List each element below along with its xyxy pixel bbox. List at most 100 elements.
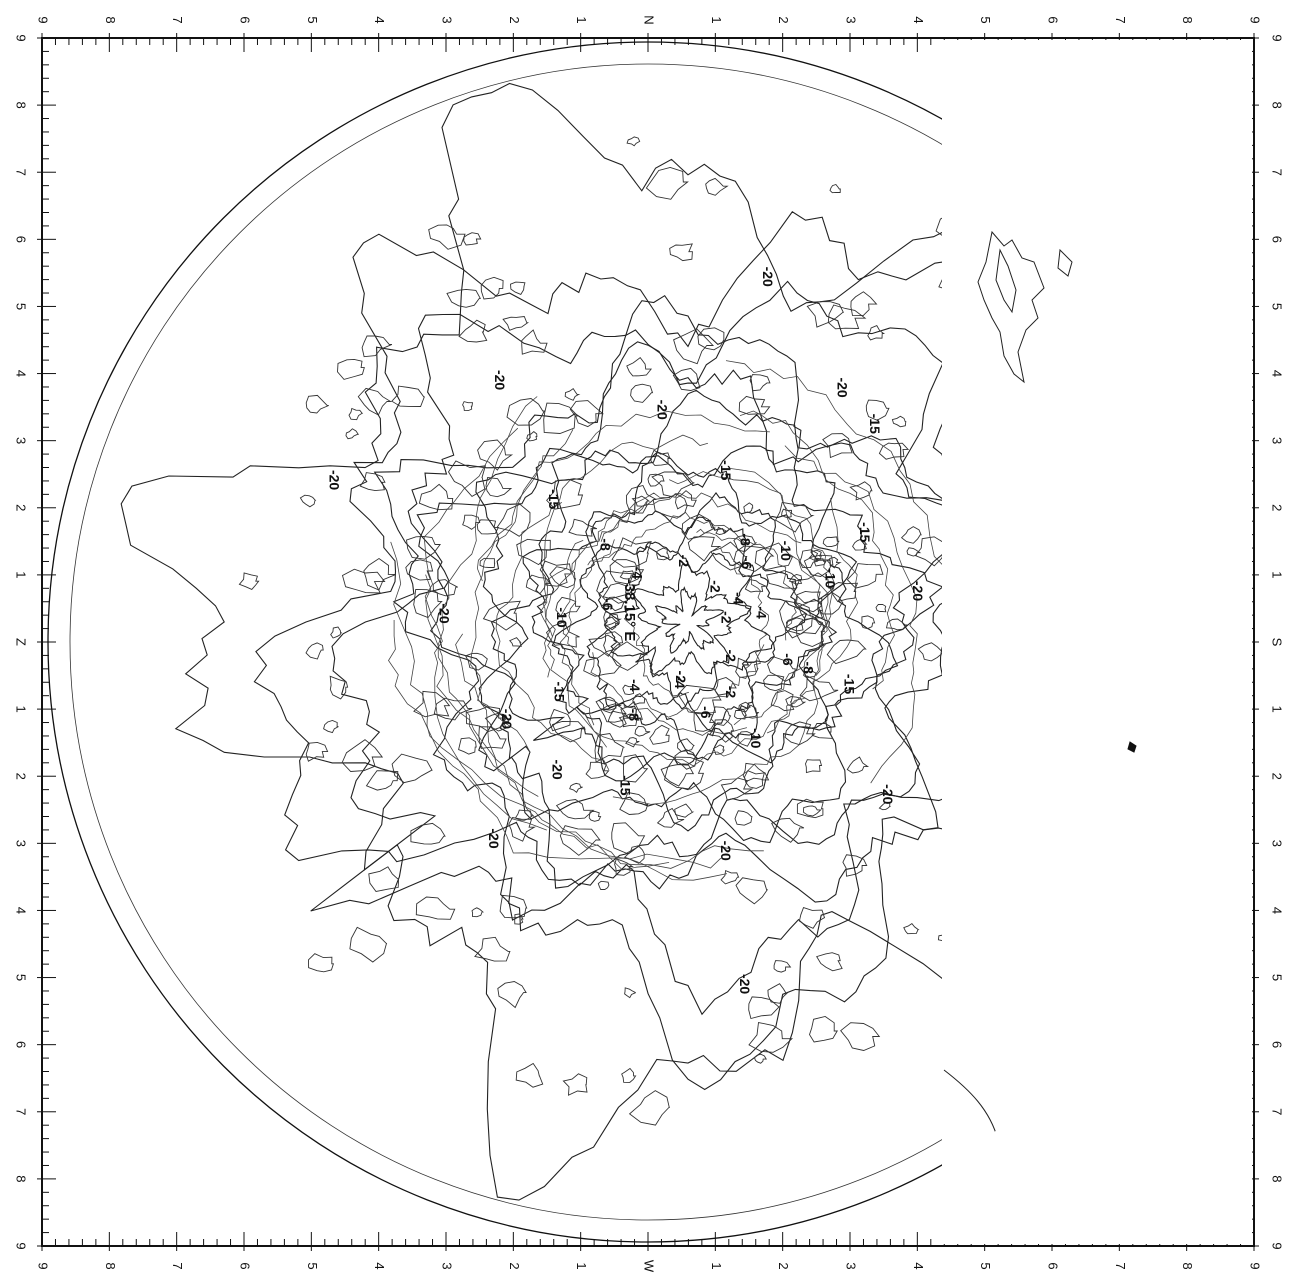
contour-value-label: -10 [778, 541, 794, 561]
contour-blob [822, 433, 853, 459]
contour-value-label: -2 [676, 555, 692, 568]
left-tick-label: 4 [14, 370, 29, 377]
left-tick-label: 8 [14, 1175, 29, 1182]
coastline-segment [995, 248, 1017, 314]
coastline-segment [542, 540, 608, 748]
left-tick-label: 3 [14, 437, 29, 444]
contour-blob [674, 749, 698, 770]
contour-value-label: -10 [554, 607, 570, 627]
contour-line [475, 389, 944, 844]
top-tick-label: 8 [103, 16, 118, 23]
contour-blob [852, 538, 868, 551]
contour-line [331, 280, 1096, 1016]
contour-blob [359, 472, 386, 492]
contour-blob [499, 894, 528, 919]
contour-blob [796, 798, 824, 819]
left-tick-label: 9 [14, 1242, 29, 1249]
contour-blob [368, 866, 400, 892]
bottom-tick-label: 5 [305, 1262, 320, 1269]
coastline-segment [542, 492, 671, 678]
contour-blob [345, 428, 360, 440]
contour-blob [238, 572, 260, 590]
contour-blob [357, 387, 393, 416]
contour-blob [476, 519, 500, 535]
contour-blob [766, 656, 796, 682]
contour-blob [891, 415, 907, 428]
bottom-tick-label: 8 [1180, 1262, 1195, 1269]
contour-blob [649, 724, 670, 745]
left-tick-label: 7 [14, 1108, 29, 1115]
contour-blob [705, 177, 729, 196]
contour-value-label: -20 [436, 603, 452, 623]
contour-blob [623, 754, 649, 783]
contour-blob [885, 618, 908, 631]
coastline-segment [696, 528, 798, 641]
left-tick-label: 3 [14, 840, 29, 847]
contour-blob [546, 478, 584, 510]
contour-blob [672, 367, 701, 391]
contour-blob [735, 877, 769, 905]
contour-blob [471, 907, 485, 918]
contour-blob [428, 224, 466, 250]
contour-value-label: -15 [618, 775, 634, 795]
contour-value-label: -4 [753, 606, 769, 619]
right-tick-label: 3 [1270, 840, 1285, 847]
contour-blob [802, 805, 822, 817]
contour-blob [785, 613, 823, 639]
bottom-tick-label: 8 [103, 1262, 118, 1269]
contour-value-labels: -2-2-2-2-2-2-4-4-4-4-6-6-6-8-8-8-10-10-1… [327, 267, 926, 995]
contour-blob [508, 816, 536, 842]
island-mark [1127, 741, 1137, 753]
right-tick-label: 9 [1270, 34, 1285, 41]
contour-blob [720, 869, 740, 885]
left-tick-label: 4 [14, 907, 29, 914]
top-tick-label: 5 [305, 16, 320, 23]
contour-blob [623, 845, 645, 864]
contour-blob [773, 960, 792, 973]
coastline-segment [600, 492, 802, 544]
contour-value-label: -2 [673, 671, 689, 684]
contour-value-label: -15 [857, 522, 873, 542]
contour-blob [805, 759, 823, 774]
right-tick-label: 6 [1270, 236, 1285, 243]
top-tick-label: 9 [36, 16, 51, 23]
bottom-tick-label: 1 [574, 1262, 589, 1269]
contour-blob [506, 398, 546, 426]
contour-value-label: -20 [486, 828, 502, 848]
contour-blob [600, 703, 627, 723]
bottom-tick-label: 4 [911, 1262, 926, 1269]
contour-blob [308, 953, 335, 973]
contour-blob [799, 675, 839, 702]
contour-blob [846, 563, 884, 589]
right-tick-label: S [1270, 638, 1285, 647]
contour-blob [674, 803, 695, 818]
contour-blob [712, 744, 725, 755]
top-tick-label: 6 [1046, 16, 1061, 23]
contour-blob [656, 547, 670, 561]
contour-value-label: -8 [800, 661, 816, 674]
contour-value-label: -20 [499, 709, 515, 729]
left-tick-label: 2 [14, 504, 29, 511]
right-tick-label: 1 [1270, 705, 1285, 712]
contour-blob [305, 394, 329, 414]
contour-blob [829, 183, 841, 194]
contour-blob [754, 542, 794, 571]
contour-value-label: -4 [627, 679, 643, 692]
top-tick-label: 4 [911, 16, 926, 23]
top-tick-label: 3 [844, 16, 859, 23]
contour-blob [626, 136, 641, 147]
left-tick-label: 8 [14, 101, 29, 108]
contour-blob [609, 559, 645, 585]
coastline-segment [590, 652, 748, 736]
contour-blob [900, 526, 922, 544]
contour-blob [738, 701, 751, 713]
contour-blob [785, 617, 804, 632]
data-gap-mask [942, 40, 1252, 1244]
contour-blob [906, 547, 922, 557]
contour-blob [363, 557, 397, 591]
left-tick-label: 6 [14, 1041, 29, 1048]
contour-blob [462, 514, 481, 530]
contour-blob [744, 770, 770, 789]
contour-blob [753, 1053, 767, 1064]
